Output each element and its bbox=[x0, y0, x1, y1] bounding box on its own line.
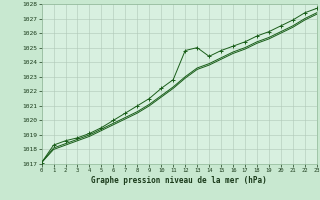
X-axis label: Graphe pression niveau de la mer (hPa): Graphe pression niveau de la mer (hPa) bbox=[91, 176, 267, 185]
